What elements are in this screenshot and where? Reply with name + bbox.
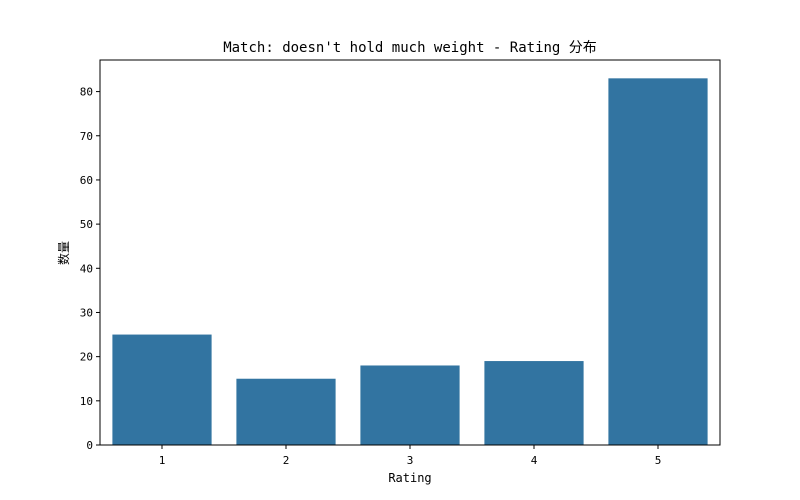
x-tick-label: 2: [283, 454, 290, 467]
x-tick-label: 3: [407, 454, 414, 467]
y-tick-label: 0: [86, 439, 93, 452]
bar-5: [608, 78, 708, 445]
x-tick-label: 4: [531, 454, 538, 467]
plot-frame: [99, 59, 721, 446]
y-tick-label: 80: [80, 86, 93, 99]
chart-title: Match: doesn't hold much weight - Rating…: [223, 40, 597, 56]
y-tick-label: 60: [80, 174, 93, 187]
y-tick-label: 50: [80, 218, 93, 231]
y-tick-label: 70: [80, 130, 93, 143]
bar-3: [360, 365, 460, 445]
x-tick-label: 1: [159, 454, 166, 467]
bar-1: [112, 334, 212, 445]
x-axis-ticks: 1 2 3 4 5: [159, 445, 662, 467]
x-tick-label: 5: [655, 454, 662, 467]
y-axis-label: 数量: [56, 241, 71, 265]
y-tick-label: 30: [80, 306, 93, 319]
bar-2: [236, 378, 336, 445]
bars-group: [112, 78, 708, 445]
bar-4: [484, 361, 584, 445]
y-axis-ticks: 0 10 20 30 40 50 60 70 80: [80, 86, 100, 452]
y-tick-label: 10: [80, 395, 93, 408]
y-tick-label: 20: [80, 351, 93, 364]
x-axis-label: Rating: [388, 471, 431, 485]
y-tick-label: 40: [80, 262, 93, 275]
